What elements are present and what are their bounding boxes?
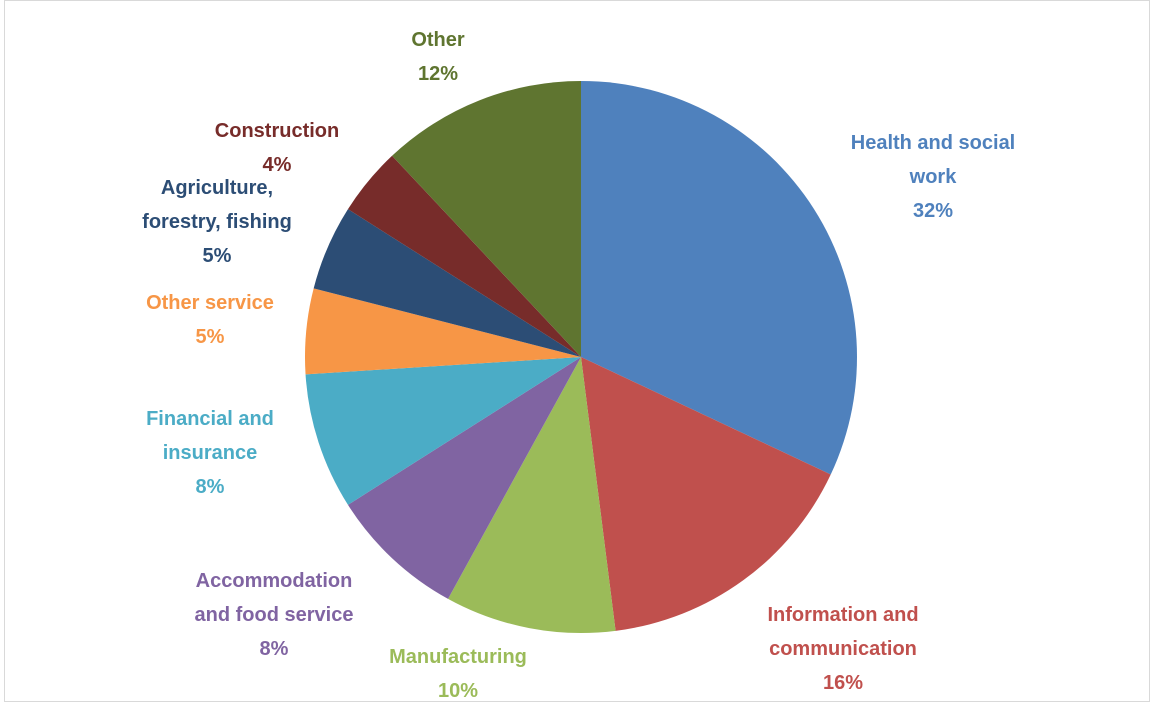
slice-category-label: Financial and — [146, 408, 274, 430]
slice-percent-label: 16% — [823, 672, 863, 694]
slice-category-label: Manufacturing — [389, 646, 527, 668]
slice-label-8: Construction 4% — [215, 120, 339, 176]
slice-label-1: Health and social work 32% — [851, 132, 1016, 222]
pie-slice-7 — [313, 209, 581, 357]
pie-slice-1 — [581, 81, 858, 475]
chart-area: Health and social work 32% Information and c… — [4, 0, 1150, 702]
slice-category-label: Health and social — [851, 132, 1016, 154]
slice-category-label: work — [909, 166, 958, 188]
slice-percent-label: 5% — [196, 326, 225, 348]
slice-label-5: Financial and insurance 8% — [146, 408, 274, 498]
slice-percent-label: 4% — [263, 154, 292, 176]
slice-percent-label: 5% — [203, 245, 232, 267]
slice-percent-label: 32% — [913, 200, 953, 222]
slice-category-label: insurance — [163, 442, 257, 464]
slice-category-label: Accommodation — [196, 570, 353, 592]
pie-chart: Health and social work 32% Information and c… — [142, 29, 1016, 702]
pie-slice-5 — [305, 357, 581, 505]
slice-category-label: Information and — [767, 604, 918, 626]
slice-category-label: and food service — [195, 604, 354, 626]
slice-category-label: Other — [411, 29, 465, 51]
slice-percent-label: 10% — [438, 680, 478, 702]
slice-label-9: Other 12% — [411, 29, 465, 85]
slice-percent-label: 12% — [418, 63, 458, 85]
pie-slice-6 — [304, 288, 581, 375]
slice-label-3: Manufacturing 10% — [389, 646, 527, 702]
pie-slice-4 — [347, 357, 581, 599]
slice-category-label: Other service — [146, 292, 274, 314]
slice-percent-label: 8% — [196, 476, 225, 498]
slice-label-4: Accommodation and food service 8% — [195, 570, 354, 660]
pie-slice-9 — [392, 81, 581, 357]
slice-percent-label: 8% — [260, 638, 289, 660]
slice-label-2: Information and communication 16% — [767, 604, 918, 694]
slice-label-6: Other service 5% — [146, 292, 274, 348]
slice-label-7: Agriculture, forestry, fishing 5% — [142, 177, 292, 267]
slice-category-label: Construction — [215, 120, 339, 142]
slice-category-label: forestry, fishing — [142, 211, 292, 233]
slice-category-label: Agriculture, — [161, 177, 273, 199]
pie-slice-8 — [347, 155, 581, 357]
slice-category-label: communication — [769, 638, 917, 660]
pie-slice-3 — [448, 357, 616, 633]
pie-slice-2 — [581, 357, 831, 631]
